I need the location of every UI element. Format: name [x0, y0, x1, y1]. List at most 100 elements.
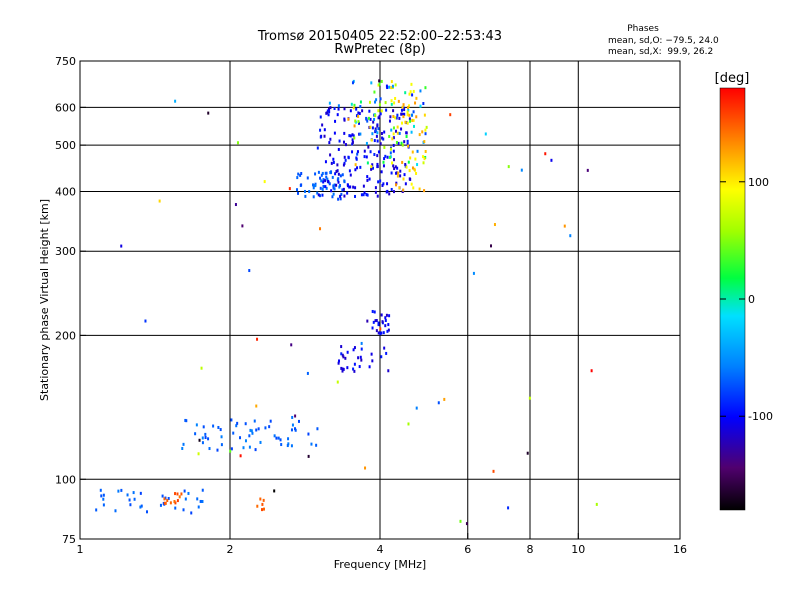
colorbar-ticks: 100 0 -100 [720, 176, 773, 423]
data-point [385, 313, 388, 317]
data-point [392, 136, 395, 140]
data-point [354, 168, 357, 172]
data-point [262, 507, 265, 511]
data-point [337, 197, 340, 201]
data-point [395, 140, 398, 144]
data-point [366, 175, 369, 179]
y-ticks: 75 100 200 300 400 500 600 750 [55, 55, 86, 546]
data-point [371, 359, 374, 363]
data-point [279, 438, 282, 442]
data-point [384, 154, 387, 158]
data-point [353, 136, 356, 140]
data-point [590, 369, 593, 373]
data-point [323, 134, 326, 138]
data-point [390, 171, 393, 175]
data-point [296, 188, 299, 192]
data-point [422, 102, 425, 106]
data-point [395, 171, 398, 175]
data-point [176, 499, 179, 503]
data-point [325, 111, 328, 115]
data-point [339, 197, 342, 201]
data-point [373, 139, 376, 143]
data-point [328, 182, 331, 186]
data-point [337, 177, 340, 181]
data-point [412, 118, 415, 122]
data-point [239, 436, 242, 440]
data-point [397, 99, 400, 103]
data-point [253, 419, 256, 423]
data-point [382, 331, 385, 335]
data-point [333, 187, 336, 191]
data-point [326, 177, 329, 181]
data-point [250, 429, 253, 433]
data-point [391, 84, 394, 88]
data-point [390, 86, 393, 90]
data-point [337, 172, 340, 176]
data-point [372, 120, 375, 124]
data-point [332, 160, 335, 164]
data-point [343, 155, 346, 159]
data-point [332, 192, 335, 196]
data-point [201, 499, 204, 503]
data-point [341, 188, 344, 192]
data-point [394, 83, 397, 87]
data-point [349, 109, 352, 113]
data-point [325, 171, 328, 175]
data-point [323, 128, 326, 132]
data-point [325, 175, 328, 179]
data-point [120, 244, 123, 248]
data-point [329, 106, 332, 110]
data-point [132, 491, 135, 495]
data-point [400, 127, 403, 131]
data-point [164, 501, 167, 505]
data-point [347, 156, 350, 160]
data-point [410, 130, 413, 134]
data-point [291, 415, 294, 419]
data-point [320, 173, 323, 177]
data-point [380, 109, 383, 113]
data-point [319, 128, 322, 132]
data-point [229, 449, 232, 453]
data-point [99, 488, 102, 492]
data-point [490, 244, 493, 248]
data-point [102, 497, 105, 501]
data-point [255, 428, 258, 432]
data-point [184, 497, 187, 501]
data-point [421, 130, 424, 134]
data-point [216, 448, 219, 452]
data-point [321, 193, 324, 197]
data-point [174, 492, 177, 496]
data-point [290, 343, 293, 347]
data-point [362, 193, 365, 197]
data-point [329, 137, 332, 141]
data-point [164, 496, 167, 500]
data-point [394, 165, 397, 169]
data-point [408, 92, 411, 96]
data-point [368, 100, 371, 104]
x-tick-label-2: 2 [227, 543, 234, 556]
data-point [329, 153, 332, 157]
data-point [405, 131, 408, 135]
data-point [288, 187, 291, 191]
data-point [414, 101, 417, 105]
data-point [327, 107, 330, 111]
data-point [379, 179, 382, 183]
y-tick-label-300: 300 [55, 245, 76, 258]
data-point [396, 166, 399, 170]
data-point [379, 142, 382, 146]
data-point [100, 494, 103, 498]
data-point [377, 109, 380, 113]
data-point [220, 443, 223, 447]
data-point [360, 193, 363, 197]
data-point [232, 431, 235, 435]
data-point [396, 174, 399, 178]
data-point [377, 150, 380, 154]
data-point [264, 426, 267, 430]
data-point [380, 313, 383, 317]
data-point [415, 406, 418, 410]
data-point [219, 428, 222, 432]
data-point [248, 269, 251, 273]
data-point [377, 331, 380, 335]
data-point [230, 418, 233, 422]
data-point [357, 121, 360, 125]
